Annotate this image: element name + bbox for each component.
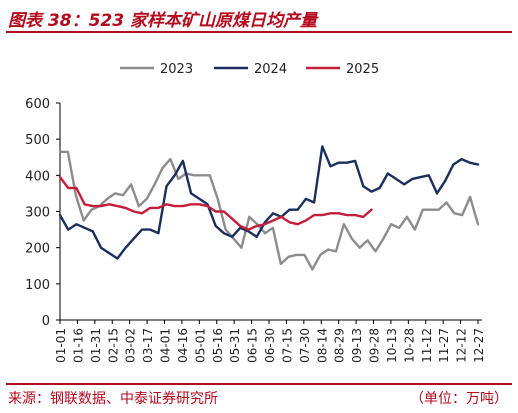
y-tick-label: 0 [42,314,50,329]
x-tick-label: 03-02 [124,328,138,363]
x-tick-label: 01-16 [71,328,85,363]
y-tick-label: 100 [25,278,50,293]
legend: 2023 2024 2025 [120,62,379,77]
legend-label-2023: 2023 [160,62,193,77]
x-tick-label: 11-12 [420,328,434,363]
series-line-2023 [58,150,480,271]
x-tick-label: 04-01 [159,328,173,363]
x-tick-label: 09-28 [368,328,382,363]
x-tick-label: 07-30 [298,328,312,363]
x-tick-label: 08-29 [333,328,347,363]
source-note: 来源：钢联数据、中泰证券研究所 [8,391,218,407]
x-tick-label: 01-01 [54,328,68,363]
series-line-2025 [58,175,373,231]
x-tick-label: 11-27 [437,328,451,363]
x-tick-label: 02-15 [106,328,120,363]
x-tick-label: 12-27 [472,328,486,363]
x-tick-label: 08-14 [315,328,329,363]
x-tick-label: 10-13 [385,328,399,363]
series-lines [58,145,480,271]
x-tick-label: 09-13 [350,328,364,363]
x-tick-label: 04-16 [176,328,190,363]
x-tick-label: 12-12 [455,328,469,363]
y-tick-label: 400 [25,169,50,184]
series-line-2024 [58,145,480,260]
source-bar: 来源：钢联数据、中泰证券研究所 （单位：万吨） [6,383,512,409]
x-tick-label: 01-31 [89,328,103,363]
x-tick-label: 03-17 [141,328,155,363]
y-axis: 0 100 200 300 400 500 600 [25,97,61,329]
x-tick-label: 06-15 [246,328,260,363]
chart-title: 图表 38：523 家样本矿山原煤日均产量 [8,11,317,31]
x-tick-label: 07-15 [280,328,294,363]
unit-note: （单位：万吨） [410,391,508,407]
legend-label-2024: 2024 [254,62,287,77]
source-rule [6,383,512,385]
x-tick-label: 05-31 [228,328,242,363]
x-tick-label: 05-16 [211,328,225,363]
x-tick-label: 05-01 [193,328,207,363]
y-tick-label: 200 [25,242,50,257]
y-tick-label: 300 [25,206,50,221]
x-tick-label: 06-30 [263,328,277,363]
title-rule [6,31,512,33]
legend-label-2025: 2025 [346,62,379,77]
y-tick-label: 500 [25,133,50,148]
x-tick-label: 10-28 [402,328,416,363]
title-bar: 图表 38：523 家样本矿山原煤日均产量 [6,4,512,33]
y-tick-label: 600 [25,97,50,112]
x-axis: 01-01 01-16 01-31 02-15 03-02 03-17 04-01 04-16… [54,319,486,363]
